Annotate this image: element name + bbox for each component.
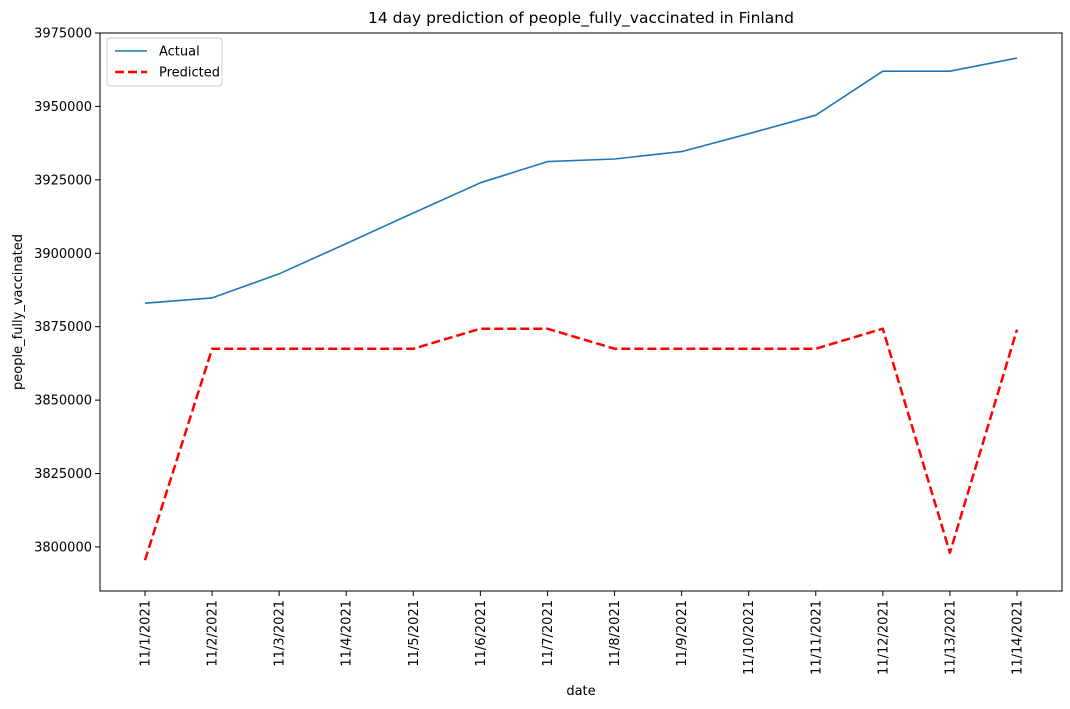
x-axis-title: date bbox=[566, 684, 595, 699]
y-tick-label: 3850000 bbox=[34, 394, 92, 409]
y-tick-label: 3825000 bbox=[34, 467, 92, 482]
legend-label: Predicted bbox=[159, 66, 220, 81]
y-tick-label: 3900000 bbox=[34, 247, 92, 262]
x-tick-label: 11/10/2021 bbox=[742, 600, 757, 675]
chart-title: 14 day prediction of people_fully_vaccin… bbox=[368, 9, 794, 28]
x-axis: 11/1/2021 11/2/2021 11/3/2021 11/4/2021 11/5… bbox=[139, 591, 1026, 675]
x-tick-label: 11/14/2021 bbox=[1011, 600, 1026, 675]
y-axis: 3800000 3825000 3850000 3875000 3900000 39250… bbox=[34, 27, 100, 555]
plot-frame bbox=[99, 32, 1063, 592]
x-tick-label: 11/2/2021 bbox=[206, 600, 221, 667]
x-tick-label: 11/5/2021 bbox=[407, 600, 422, 667]
x-tick-label: 11/3/2021 bbox=[273, 600, 288, 667]
y-tick-label: 3975000 bbox=[34, 27, 92, 42]
y-tick-label: 3950000 bbox=[34, 100, 92, 115]
x-tick-label: 11/8/2021 bbox=[608, 600, 623, 667]
x-tick-label: 11/13/2021 bbox=[943, 600, 958, 675]
x-tick-label: 11/11/2021 bbox=[809, 600, 824, 675]
x-tick-label: 11/12/2021 bbox=[876, 600, 891, 675]
legend: Actual Predicted bbox=[106, 37, 223, 87]
x-tick-label: 11/6/2021 bbox=[474, 600, 489, 667]
series-line-predicted bbox=[143, 327, 1019, 561]
y-tick-label: 3925000 bbox=[34, 173, 92, 188]
x-tick-label: 11/1/2021 bbox=[139, 600, 154, 667]
series-line-actual bbox=[144, 57, 1018, 304]
y-tick-label: 3800000 bbox=[34, 540, 92, 555]
y-tick-label: 3875000 bbox=[34, 320, 92, 335]
plot-area bbox=[143, 57, 1019, 561]
y-axis-title: people_fully_vaccinated bbox=[11, 234, 26, 390]
legend-label: Actual bbox=[159, 45, 200, 60]
x-tick-label: 11/9/2021 bbox=[675, 600, 690, 667]
x-tick-label: 11/4/2021 bbox=[340, 600, 355, 667]
legend-box bbox=[106, 37, 223, 87]
x-tick-label: 11/7/2021 bbox=[541, 600, 556, 667]
